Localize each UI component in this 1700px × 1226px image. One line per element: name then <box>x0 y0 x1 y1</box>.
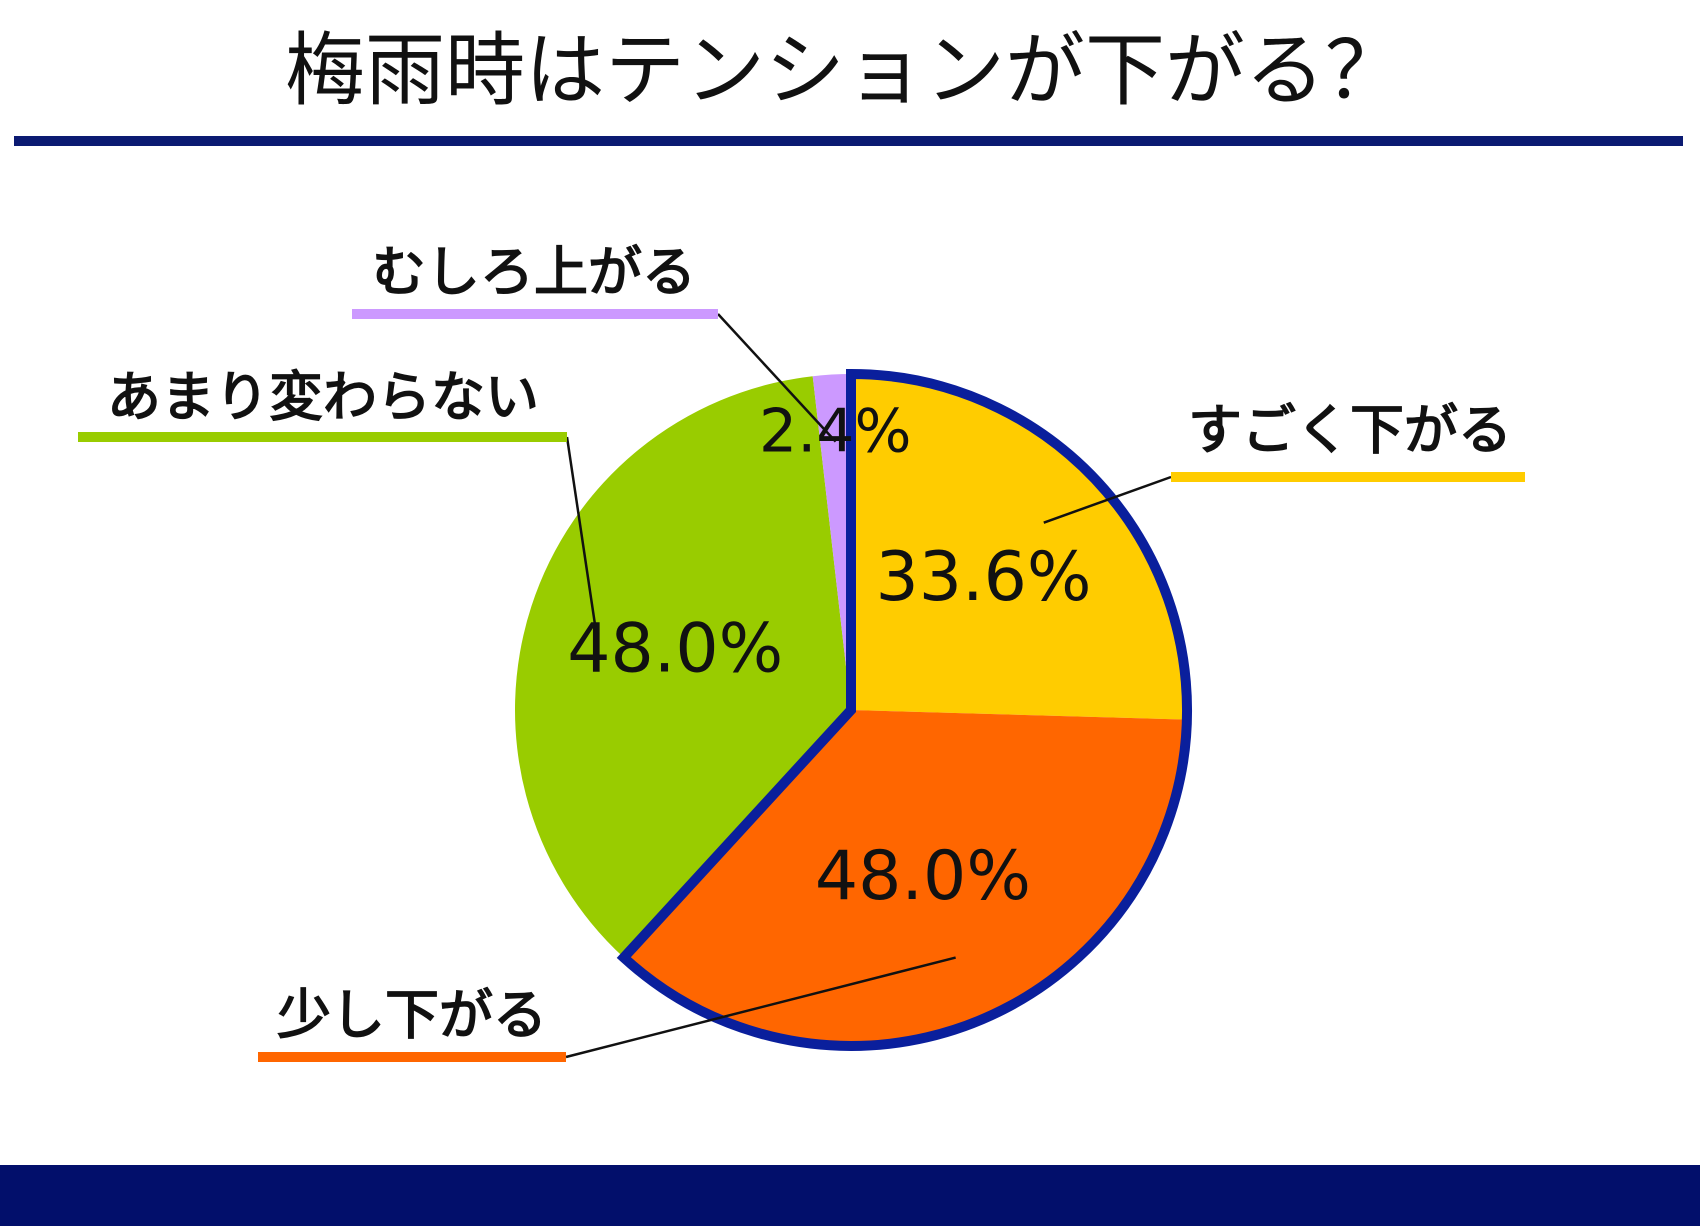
footer-bar <box>0 1165 1700 1226</box>
slice-outline <box>616 368 1192 1051</box>
leader-line <box>565 436 597 628</box>
leader-line <box>1043 475 1172 524</box>
label-underline <box>352 309 718 319</box>
chart-title: 梅雨時はテンションが下がる？ <box>285 24 1405 117</box>
category-label: むしろ上がる <box>372 241 696 304</box>
title-rule <box>14 136 1683 146</box>
value-label: 48.0% <box>815 837 1031 916</box>
label-underline <box>78 432 567 442</box>
pie-slice <box>623 710 1187 1047</box>
value-label: 33.6% <box>876 538 1092 617</box>
pie-slice <box>514 376 851 958</box>
value-label: 48.0% <box>567 609 783 688</box>
category-label: あまり変わらない <box>107 366 539 429</box>
pie-slice <box>851 374 1187 720</box>
category-label: すごく下がる <box>1188 399 1512 462</box>
leader-line <box>565 956 956 1059</box>
label-underline <box>258 1052 566 1062</box>
pie-slice <box>812 374 851 710</box>
leader-line <box>717 313 837 443</box>
label-underline <box>1171 472 1525 482</box>
category-label: 少し下がる <box>277 984 547 1047</box>
value-label: 2.4% <box>759 397 911 467</box>
